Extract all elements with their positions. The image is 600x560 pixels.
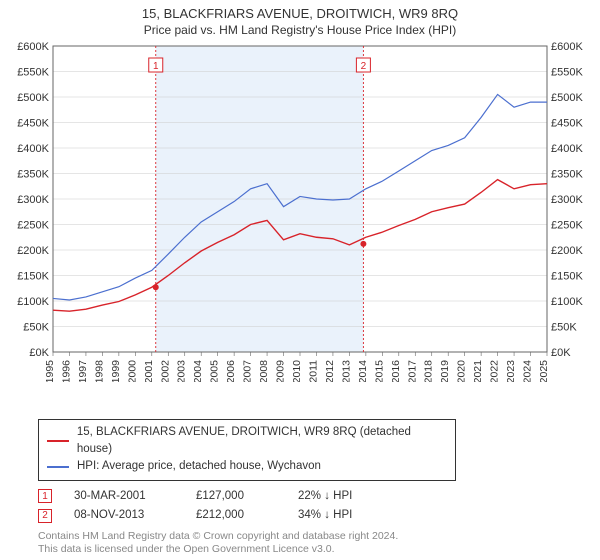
svg-text:2008: 2008 xyxy=(258,360,270,382)
legend-label: HPI: Average price, detached house, Wych… xyxy=(77,458,321,475)
svg-text:£200K: £200K xyxy=(551,245,583,257)
svg-text:2001: 2001 xyxy=(143,360,155,382)
svg-text:£100K: £100K xyxy=(17,296,49,308)
footer-line: This data is licensed under the Open Gov… xyxy=(38,543,588,556)
svg-text:2006: 2006 xyxy=(225,360,237,382)
legend-swatch-icon xyxy=(47,466,69,468)
svg-text:2007: 2007 xyxy=(242,360,254,382)
sale-price: £127,000 xyxy=(196,487,276,507)
svg-text:£500K: £500K xyxy=(551,92,583,104)
svg-text:2024: 2024 xyxy=(522,360,534,382)
svg-text:£450K: £450K xyxy=(551,118,583,130)
svg-text:£250K: £250K xyxy=(17,220,49,232)
svg-text:2: 2 xyxy=(361,61,367,72)
titles: 15, BLACKFRIARS AVENUE, DROITWICH, WR9 8… xyxy=(8,6,592,38)
svg-text:£100K: £100K xyxy=(551,296,583,308)
svg-text:2018: 2018 xyxy=(423,360,435,382)
svg-text:2021: 2021 xyxy=(472,360,484,382)
svg-text:1997: 1997 xyxy=(77,360,89,382)
svg-text:£0K: £0K xyxy=(29,347,49,359)
svg-text:£550K: £550K xyxy=(17,67,49,79)
footer-line: Contains HM Land Registry data © Crown c… xyxy=(38,530,588,543)
svg-text:£150K: £150K xyxy=(17,271,49,283)
svg-text:£350K: £350K xyxy=(17,169,49,181)
sale-hpi: 34% ↓ HPI xyxy=(298,506,352,526)
svg-text:1: 1 xyxy=(153,61,159,72)
table-row: 1 30-MAR-2001 £127,000 22% ↓ HPI xyxy=(38,487,588,507)
legend: 15, BLACKFRIARS AVENUE, DROITWICH, WR9 8… xyxy=(38,419,456,481)
table-row: 2 08-NOV-2013 £212,000 34% ↓ HPI xyxy=(38,506,588,526)
chart-subtitle: Price paid vs. HM Land Registry's House … xyxy=(8,23,592,39)
svg-text:£550K: £550K xyxy=(551,67,583,79)
svg-text:2013: 2013 xyxy=(340,360,352,382)
svg-text:£300K: £300K xyxy=(17,194,49,206)
svg-text:£150K: £150K xyxy=(551,271,583,283)
chart-area: £0K £0K £50K £50K £100K £100K £150K £150K £200K £… xyxy=(8,42,592,412)
sales-table: 1 30-MAR-2001 £127,000 22% ↓ HPI 2 08-NO… xyxy=(38,487,588,526)
svg-text:2012: 2012 xyxy=(324,360,336,382)
svg-text:2004: 2004 xyxy=(192,360,204,382)
svg-text:£600K: £600K xyxy=(17,42,49,53)
svg-text:2010: 2010 xyxy=(291,360,303,382)
svg-text:2019: 2019 xyxy=(439,360,451,382)
chart-title: 15, BLACKFRIARS AVENUE, DROITWICH, WR9 8… xyxy=(8,6,592,23)
svg-text:2023: 2023 xyxy=(505,360,517,382)
svg-text:2016: 2016 xyxy=(390,360,402,382)
svg-text:£50K: £50K xyxy=(551,322,577,334)
sale-marker-icon: 1 xyxy=(38,489,52,503)
svg-text:2025: 2025 xyxy=(538,360,550,382)
sale-hpi: 22% ↓ HPI xyxy=(298,487,352,507)
svg-text:2020: 2020 xyxy=(456,360,468,382)
sale-date: 08-NOV-2013 xyxy=(74,506,174,526)
legend-item: 15, BLACKFRIARS AVENUE, DROITWICH, WR9 8… xyxy=(47,424,447,459)
line-chart: £0K £0K £50K £50K £100K £100K £150K £150K £200K £… xyxy=(8,42,592,382)
svg-text:2003: 2003 xyxy=(176,360,188,382)
legend-swatch-icon xyxy=(47,440,69,442)
chart-container: 15, BLACKFRIARS AVENUE, DROITWICH, WR9 8… xyxy=(0,0,600,560)
svg-text:2009: 2009 xyxy=(275,360,287,382)
svg-text:£250K: £250K xyxy=(551,220,583,232)
svg-text:£450K: £450K xyxy=(17,118,49,130)
svg-text:2015: 2015 xyxy=(373,360,385,382)
svg-text:£0K: £0K xyxy=(551,347,571,359)
svg-text:£500K: £500K xyxy=(17,92,49,104)
svg-text:£400K: £400K xyxy=(17,143,49,155)
footer-note: Contains HM Land Registry data © Crown c… xyxy=(38,530,588,556)
svg-text:2011: 2011 xyxy=(307,360,319,382)
svg-text:2022: 2022 xyxy=(489,360,501,382)
svg-text:2002: 2002 xyxy=(159,360,171,382)
svg-text:£50K: £50K xyxy=(23,322,49,334)
svg-text:£400K: £400K xyxy=(551,143,583,155)
svg-text:£350K: £350K xyxy=(551,169,583,181)
legend-label: 15, BLACKFRIARS AVENUE, DROITWICH, WR9 8… xyxy=(77,424,447,459)
legend-item: HPI: Average price, detached house, Wych… xyxy=(47,458,447,475)
svg-text:£200K: £200K xyxy=(17,245,49,257)
svg-text:1999: 1999 xyxy=(110,360,122,382)
sale-date: 30-MAR-2001 xyxy=(74,487,174,507)
sale-marker-icon: 2 xyxy=(38,509,52,523)
sale-price: £212,000 xyxy=(196,506,276,526)
svg-text:1996: 1996 xyxy=(60,360,72,382)
svg-text:1998: 1998 xyxy=(93,360,105,382)
svg-text:£300K: £300K xyxy=(551,194,583,206)
svg-text:2005: 2005 xyxy=(209,360,221,382)
svg-text:2017: 2017 xyxy=(406,360,418,382)
svg-text:£600K: £600K xyxy=(551,42,583,53)
svg-text:2000: 2000 xyxy=(126,360,138,382)
svg-text:2014: 2014 xyxy=(357,360,369,382)
svg-text:1995: 1995 xyxy=(44,360,56,382)
